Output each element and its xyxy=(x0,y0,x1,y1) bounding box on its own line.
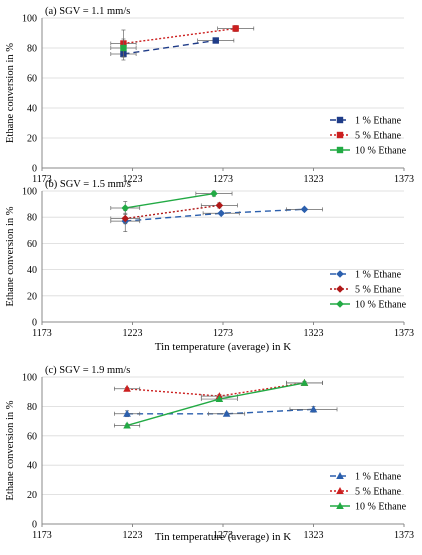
y-tick-label: 20 xyxy=(27,490,37,501)
y-tick-label: 0 xyxy=(32,318,37,329)
series-2 xyxy=(110,38,137,58)
data-point xyxy=(222,409,231,417)
legend-label: 5 % Ethane xyxy=(355,131,402,142)
legend-label: 10 % Ethane xyxy=(355,300,407,311)
x-tick-label: 1273 xyxy=(213,174,233,185)
series-line xyxy=(123,39,216,55)
y-tick-label: 100 xyxy=(22,373,37,384)
chart-title: (c) SGV = 1.9 mm/s xyxy=(45,365,130,376)
data-point xyxy=(212,37,219,44)
chart-2: 0 20 40 60 80 100 1173 1223 1273 1323 1373 (c) SGV … xyxy=(5,365,414,543)
series-1 xyxy=(114,378,323,400)
data-point xyxy=(210,189,218,198)
chart-0: 0 20 40 60 80 100 1173 1223 1273 1323 1373 (a) SGV … xyxy=(5,6,414,185)
legend-marker xyxy=(336,146,344,154)
series-2 xyxy=(114,378,323,429)
y-tick-label: 40 xyxy=(27,461,37,472)
series-2 xyxy=(110,189,233,215)
data-point xyxy=(123,384,131,392)
legend-marker xyxy=(336,300,344,308)
x-tick-label: 1223 xyxy=(123,530,143,541)
series-0 xyxy=(110,205,323,232)
y-axis-label: Ethane conversion in % xyxy=(5,43,16,143)
x-tick-label: 1223 xyxy=(123,328,143,339)
series-0 xyxy=(114,405,338,418)
legend-marker xyxy=(336,131,344,139)
x-tick-label: 1373 xyxy=(394,328,414,339)
y-tick-label: 40 xyxy=(27,265,37,276)
legend-label: 1 % Ethane xyxy=(355,472,402,483)
y-tick-label: 0 xyxy=(32,520,37,531)
series-0 xyxy=(110,37,235,61)
chart-title: (a) SGV = 1.1 mm/s xyxy=(45,6,130,17)
data-point xyxy=(309,405,318,413)
y-axis-label: Ethane conversion in % xyxy=(5,206,16,306)
series-1 xyxy=(110,201,238,225)
x-tick-label: 1273 xyxy=(213,530,233,541)
legend-marker xyxy=(336,487,344,494)
legend-label: 5 % Ethane xyxy=(355,487,402,498)
y-tick-label: 60 xyxy=(27,74,37,85)
x-tick-label: 1273 xyxy=(213,328,233,339)
legend-label: 10 % Ethane xyxy=(355,146,407,157)
legend-marker xyxy=(336,472,344,479)
x-axis-label: Tin temperature (average) in K xyxy=(155,531,291,543)
chart-title: (b) SGV = 1.5 mm/s xyxy=(45,179,131,190)
series-line xyxy=(123,27,236,45)
chart-1: 0 20 40 60 80 100 1173 1223 1273 1323 1373 (b) SGV … xyxy=(5,179,414,353)
x-tick-label: 1323 xyxy=(304,530,324,541)
data-point xyxy=(232,25,239,32)
y-tick-label: 80 xyxy=(27,402,37,413)
legend-marker xyxy=(336,116,344,124)
y-tick-label: 20 xyxy=(27,291,37,302)
y-tick-label: 40 xyxy=(27,104,37,115)
x-tick-label: 1373 xyxy=(394,530,414,541)
data-point xyxy=(217,209,225,218)
y-tick-label: 80 xyxy=(27,44,37,55)
y-tick-label: 80 xyxy=(27,213,37,224)
legend-marker xyxy=(336,502,344,509)
data-point xyxy=(300,205,309,214)
y-tick-label: 100 xyxy=(22,187,37,198)
x-tick-label: 1373 xyxy=(394,174,414,185)
y-tick-label: 100 xyxy=(22,14,37,25)
y-tick-label: 0 xyxy=(32,164,37,175)
data-point xyxy=(121,204,130,212)
legend-label: 1 % Ethane xyxy=(355,270,402,281)
x-tick-label: 1173 xyxy=(32,174,52,185)
data-point xyxy=(215,395,224,403)
legend-label: 5 % Ethane xyxy=(355,285,402,296)
data-point xyxy=(121,214,130,223)
series-line xyxy=(127,408,314,415)
data-point xyxy=(123,421,131,429)
series-line xyxy=(126,382,305,427)
series-line xyxy=(127,382,305,397)
legend-label: 1 % Ethane xyxy=(355,116,402,127)
data-point xyxy=(215,201,224,210)
legend-label: 10 % Ethane xyxy=(355,502,407,513)
y-axis-label: Ethane conversion in % xyxy=(5,400,16,500)
legend-marker xyxy=(336,285,344,293)
y-tick-label: 20 xyxy=(27,134,37,145)
data-point xyxy=(300,378,309,386)
series-line xyxy=(125,208,305,222)
x-axis-label: Tin temperature (average) in K xyxy=(155,341,291,353)
x-tick-label: 1173 xyxy=(32,530,52,541)
legend-marker xyxy=(336,270,344,278)
series-line xyxy=(125,192,215,209)
x-tick-label: 1223 xyxy=(123,174,143,185)
x-tick-label: 1323 xyxy=(304,328,324,339)
data-point xyxy=(123,409,131,417)
x-tick-label: 1323 xyxy=(304,174,324,185)
y-tick-label: 60 xyxy=(27,239,37,250)
x-tick-label: 1173 xyxy=(32,328,52,339)
y-tick-label: 60 xyxy=(27,431,37,442)
data-point xyxy=(120,44,127,52)
series-1 xyxy=(110,25,255,58)
